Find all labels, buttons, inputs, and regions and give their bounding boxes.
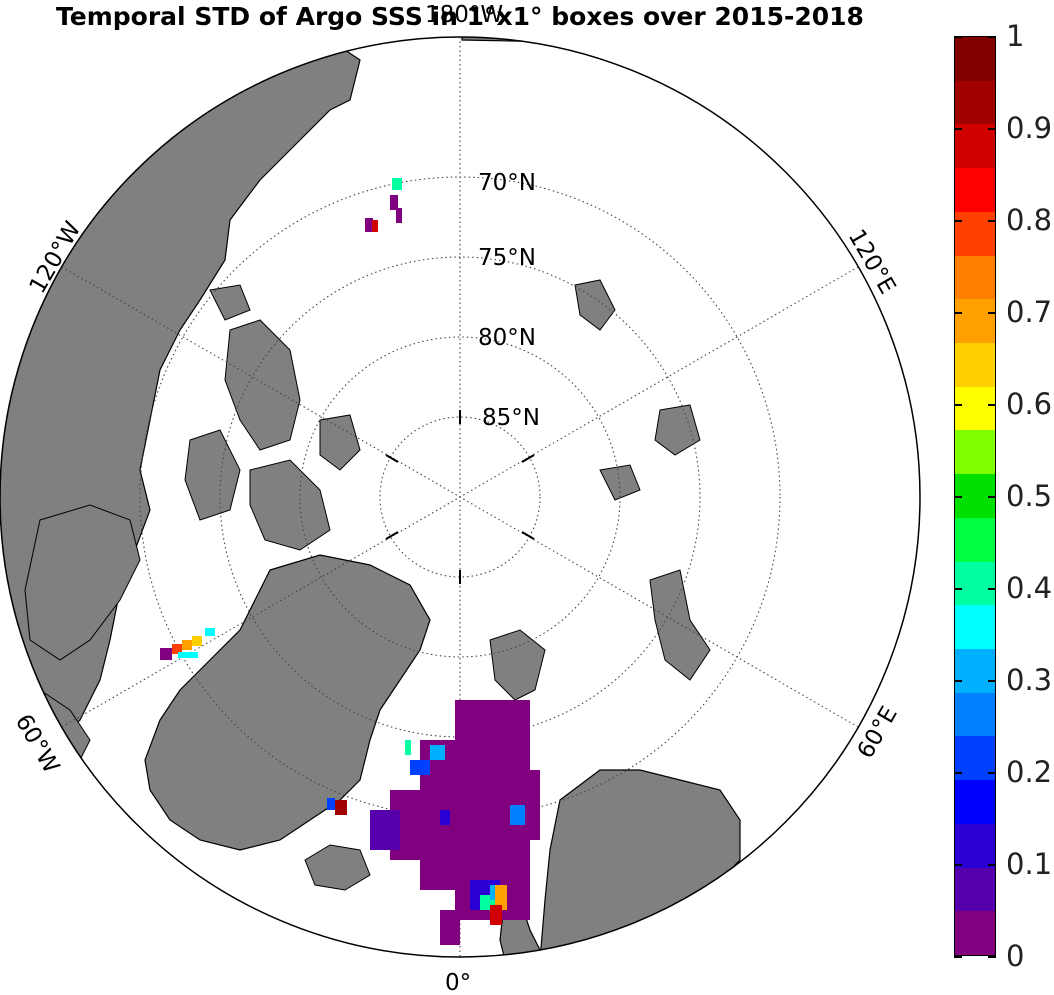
colorbar-segment bbox=[955, 168, 995, 212]
colorbar-tick-label: 0.9 bbox=[1006, 111, 1053, 145]
lon-label-60w: 60°W bbox=[10, 710, 64, 778]
colorbar-tick-mark bbox=[988, 588, 996, 590]
std-data-boxes bbox=[160, 178, 540, 945]
colorbar-tick-mark bbox=[954, 312, 962, 314]
colorbar-segment bbox=[955, 211, 995, 256]
colorbar-tick-mark bbox=[988, 128, 996, 130]
land-greenland bbox=[144, 554, 431, 851]
colorbar-segment bbox=[955, 299, 995, 343]
sea-barents bbox=[462, 70, 840, 870]
land-archipelago bbox=[184, 284, 361, 551]
meridian-grid bbox=[61, 37, 859, 957]
colorbar-tick-label: 0.6 bbox=[1006, 387, 1053, 421]
land-baffin bbox=[24, 504, 141, 661]
colorbar-tick-label: 0.4 bbox=[1006, 571, 1053, 605]
lat-label-75: 75°N bbox=[478, 245, 536, 271]
lon-label-180: 180°W bbox=[425, 2, 503, 28]
lat-label-80: 80°N bbox=[478, 325, 536, 351]
colorbar-segment bbox=[955, 911, 995, 955]
colorbar-tick-mark bbox=[988, 496, 996, 498]
land-franz-josef bbox=[599, 404, 701, 501]
colorbar-segment bbox=[955, 867, 995, 912]
colorbar-tick-label: 1 bbox=[1006, 19, 1025, 53]
colorbar-tick-mark bbox=[954, 956, 962, 958]
colorbar-segment bbox=[955, 736, 995, 781]
colorbar-segment bbox=[955, 124, 995, 169]
colorbar-tick-mark bbox=[954, 864, 962, 866]
colorbar-tick-mark bbox=[954, 680, 962, 682]
colorbar-tick-mark bbox=[988, 312, 996, 314]
grid-ticks bbox=[385, 410, 535, 584]
colorbar-segment bbox=[955, 517, 995, 562]
land-novaya-zemlya bbox=[649, 569, 711, 681]
colorbar-tick-mark bbox=[988, 680, 996, 682]
colorbar-tick-mark bbox=[988, 220, 996, 222]
colorbar-segment bbox=[955, 780, 995, 824]
colorbar-segment bbox=[955, 648, 995, 693]
colorbar-segment bbox=[955, 36, 995, 81]
colorbar-segment bbox=[955, 474, 995, 518]
colorbar-tick-mark bbox=[954, 404, 962, 406]
colorbar-segment bbox=[955, 561, 995, 606]
chart-title: Temporal STD of Argo SSS in 1°x1° boxes … bbox=[56, 2, 864, 31]
colorbar-tick-mark bbox=[954, 36, 962, 38]
colorbar-tick-mark bbox=[988, 864, 996, 866]
colorbar-segment bbox=[955, 80, 995, 125]
colorbar-tick-mark bbox=[988, 36, 996, 38]
colorbar-tick-label: 0.1 bbox=[1006, 847, 1053, 881]
land-svalbard bbox=[489, 629, 546, 701]
colorbar-tick-label: 0.5 bbox=[1006, 479, 1053, 513]
polar-map: 70°N 75°N 80°N 85°N 180°W 0° 120°W 120°E… bbox=[0, 2, 921, 995]
colorbar-tick-mark bbox=[954, 496, 962, 498]
colorbar-tick-label: 0 bbox=[1006, 939, 1025, 973]
land-iceland bbox=[304, 844, 371, 891]
colorbar-segment bbox=[955, 605, 995, 649]
colorbar-tick-mark bbox=[954, 772, 962, 774]
lat-label-85: 85°N bbox=[482, 405, 540, 431]
colorbar-segment bbox=[955, 823, 995, 868]
colorbar-segment bbox=[955, 430, 995, 475]
colorbar-segment bbox=[955, 255, 995, 300]
colorbar-tick-mark bbox=[954, 128, 962, 130]
colorbar-tick-mark bbox=[988, 404, 996, 406]
lon-label-0: 0° bbox=[445, 970, 471, 995]
colorbar bbox=[954, 36, 996, 956]
colorbar-tick-label: 0.8 bbox=[1006, 203, 1053, 237]
colorbar-segment bbox=[955, 342, 995, 387]
colorbar-tick-mark bbox=[954, 588, 962, 590]
lat-label-70: 70°N bbox=[478, 170, 536, 196]
colorbar-tick-label: 0.2 bbox=[1006, 755, 1053, 789]
latitude-grid bbox=[139, 176, 781, 818]
colorbar-segment bbox=[955, 692, 995, 737]
colorbar-segment bbox=[955, 386, 995, 431]
colorbar-tick-label: 0.7 bbox=[1006, 295, 1053, 329]
colorbar-tick-mark bbox=[988, 772, 996, 774]
land-severnaya bbox=[574, 279, 616, 331]
colorbar-tick-mark bbox=[954, 220, 962, 222]
colorbar-tick-mark bbox=[988, 956, 996, 958]
colorbar-tick-label: 0.3 bbox=[1006, 663, 1053, 697]
